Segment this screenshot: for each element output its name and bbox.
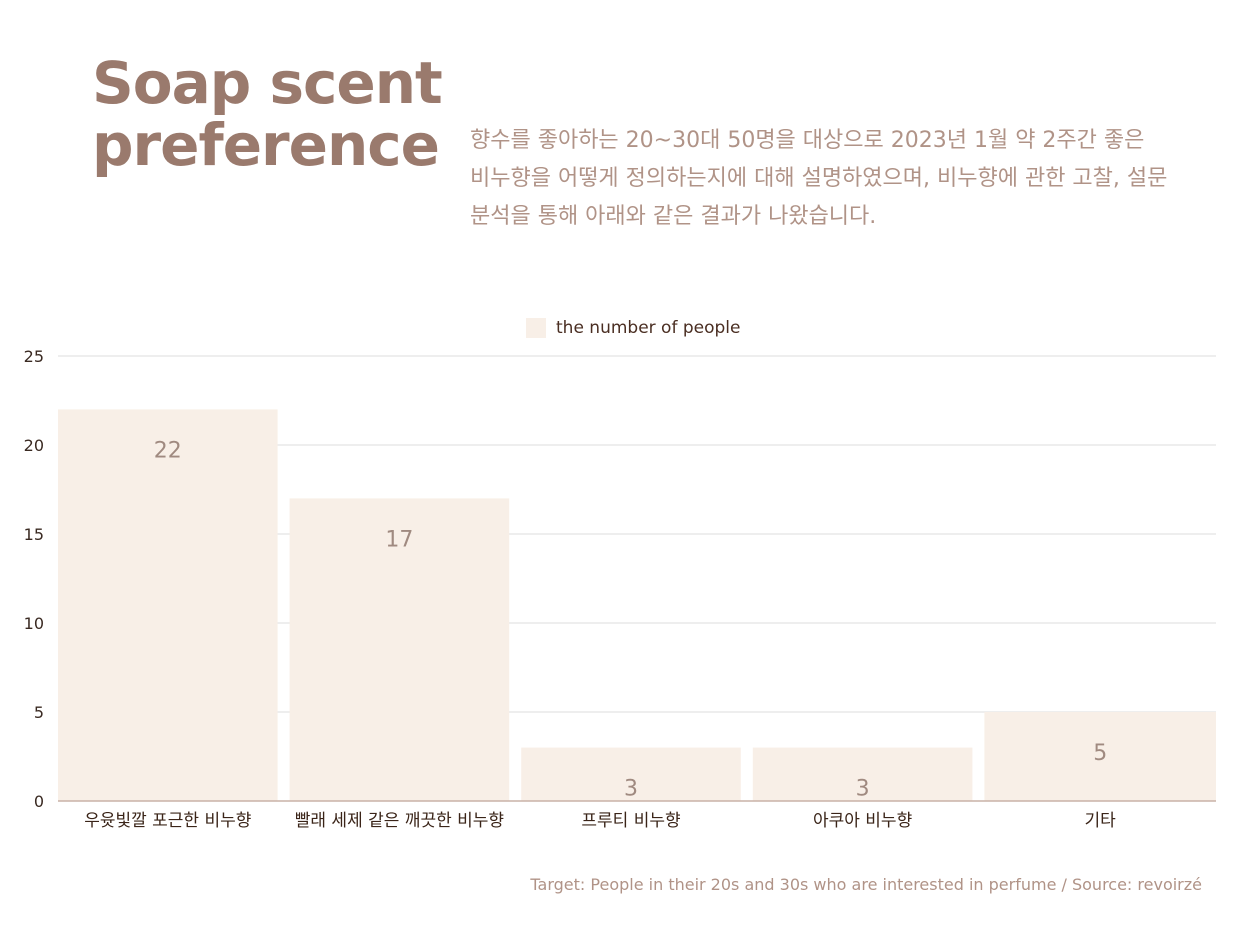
x-tick-label: 기타 xyxy=(1085,811,1117,831)
data-label: 22 xyxy=(154,438,182,463)
x-tick-label: 빨래 세제 같은 깨끗한 비누향 xyxy=(295,811,504,831)
x-tick-label: 프루티 비누향 xyxy=(581,811,680,831)
x-tick-label: 우윳빛깔 포근한 비누향 xyxy=(84,811,251,831)
bar xyxy=(752,747,973,801)
data-label: 5 xyxy=(1093,741,1107,766)
chart-title: Soap scent preference xyxy=(92,49,443,179)
data-label: 17 xyxy=(385,527,413,552)
data-label: 3 xyxy=(624,777,638,802)
data-label: 3 xyxy=(856,777,870,802)
bar xyxy=(984,712,1216,801)
legend-label: the number of people xyxy=(556,318,741,338)
chart-description: 향수를 좋아하는 20~30대 50명을 대상으로 2023년 1월 약 2주간… xyxy=(470,128,1168,229)
y-tick-label: 25 xyxy=(24,347,44,366)
bar xyxy=(58,409,278,801)
source-note: Target: People in their 20s and 30s who … xyxy=(530,875,1202,894)
chart-legend: the number of people xyxy=(526,318,740,338)
bar xyxy=(289,498,510,801)
y-tick-label: 10 xyxy=(24,614,44,633)
legend-swatch xyxy=(526,318,546,338)
y-tick-label: 0 xyxy=(34,792,44,811)
bar xyxy=(521,747,741,801)
y-tick-label: 15 xyxy=(24,525,44,544)
x-tick-label: 아쿠아 비누향 xyxy=(813,811,912,831)
y-tick-label: 5 xyxy=(34,703,44,722)
y-tick-label: 20 xyxy=(24,436,44,455)
